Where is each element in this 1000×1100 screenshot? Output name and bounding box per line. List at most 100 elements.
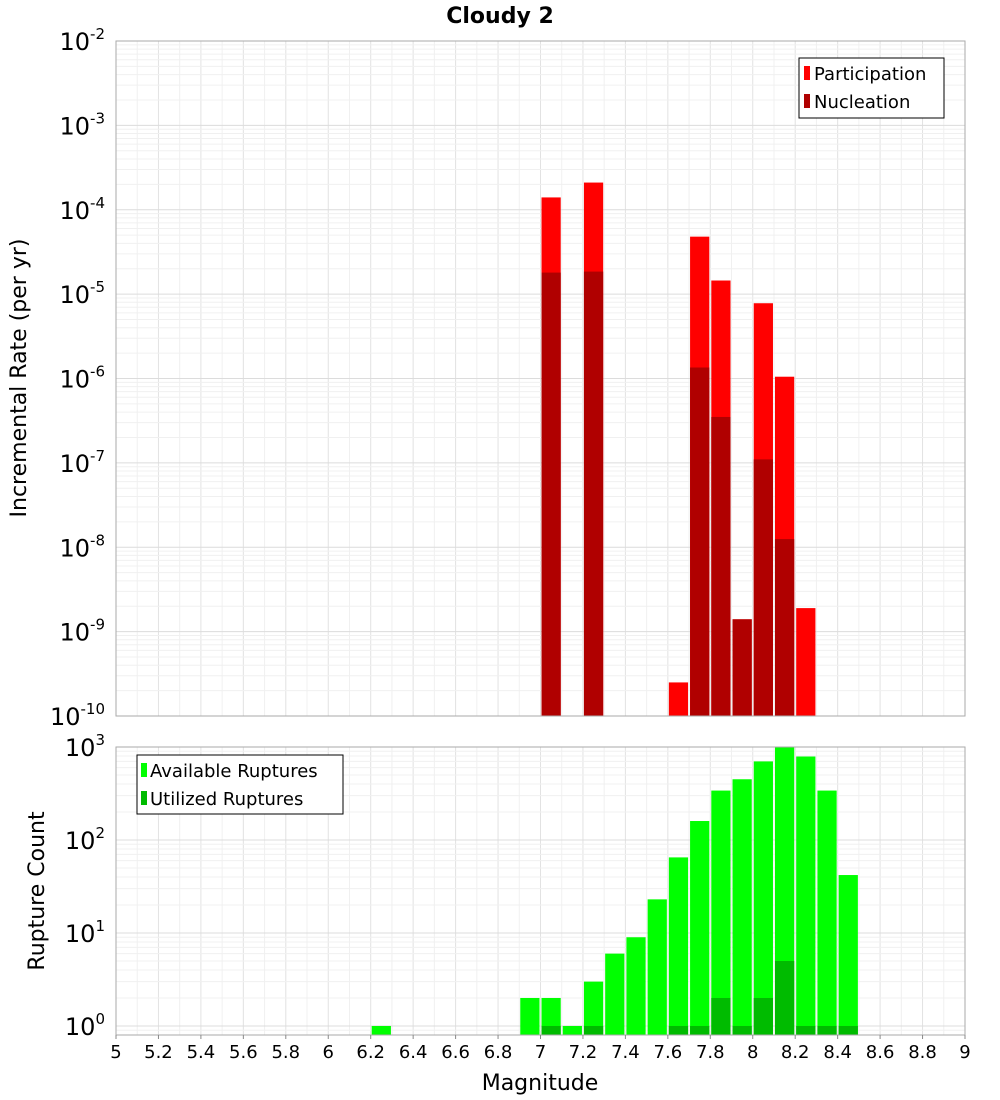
x-tick-label: 6.6 <box>441 1042 470 1063</box>
count-utilized-ruptures-bar <box>583 1025 604 1035</box>
x-tick-label: 9 <box>959 1042 970 1063</box>
x-tick-label: 8.4 <box>823 1042 852 1063</box>
rate-grid <box>115 40 966 717</box>
y-tick-exponent: -9 <box>90 616 105 634</box>
y-tick-base: 10 <box>59 366 90 394</box>
count-available-ruptures-bar <box>371 1025 391 1035</box>
y-tick-exponent: -7 <box>90 447 105 465</box>
x-tick-label: 7.8 <box>696 1042 725 1063</box>
y-tick-exponent: -8 <box>90 531 105 549</box>
available-legend-swatch <box>141 763 147 777</box>
count-utilized-ruptures-bar <box>541 1025 561 1035</box>
rate-nucleation-bar <box>774 539 795 716</box>
y-tick-exponent: 1 <box>95 917 105 935</box>
count-utilized-ruptures-bar <box>711 997 731 1035</box>
y-tick-base: 10 <box>59 281 90 309</box>
rate-nucleation-bar <box>711 416 731 716</box>
x-tick-label: 8 <box>747 1042 758 1063</box>
rate-nucleation-bar <box>753 459 773 716</box>
y-tick-label: 102 <box>65 824 105 855</box>
y-tick-base: 10 <box>59 112 90 140</box>
y-tick-label: 10-4 <box>59 194 105 225</box>
rate-nucleation-bar <box>690 367 710 716</box>
count-available-ruptures-bar <box>817 790 837 1035</box>
y-tick-exponent: 2 <box>95 824 105 842</box>
rate-y-axis-title: Incremental Rate (per yr) <box>7 239 32 518</box>
count-available-ruptures-bar <box>562 1025 582 1035</box>
count-available-ruptures-bar <box>541 997 561 1035</box>
count-available-ruptures-bar <box>732 779 752 1035</box>
count-utilized-ruptures-bar <box>668 1025 689 1035</box>
count-available-ruptures-bar <box>838 875 858 1035</box>
rate-nucleation-bar <box>583 271 604 716</box>
count-legend: Available Ruptures Utilized Ruptures <box>136 754 344 815</box>
y-tick-label: 10-9 <box>59 616 105 647</box>
x-tick-label: 7.4 <box>611 1042 640 1063</box>
nucleation-legend-swatch <box>804 94 810 108</box>
y-tick-base: 10 <box>65 1013 96 1041</box>
x-axis-title: Magnitude <box>482 1071 599 1096</box>
x-tick-label: 6.2 <box>356 1042 385 1063</box>
rate-nucleation-bar <box>732 619 752 716</box>
y-tick-exponent: -6 <box>90 363 105 381</box>
y-tick-exponent: -5 <box>90 278 105 296</box>
rate-panel: 10-210-310-410-510-610-710-810-910-10 In… <box>7 25 966 731</box>
y-tick-base: 10 <box>59 619 90 647</box>
count-bars <box>371 747 858 1035</box>
count-available-ruptures-bar <box>668 857 689 1035</box>
x-tick-label: 7.6 <box>654 1042 683 1063</box>
y-tick-base: 10 <box>65 827 96 855</box>
rate-nucleation-bar <box>541 272 561 716</box>
rate-participation-bar <box>796 608 816 716</box>
count-available-ruptures-bar <box>626 937 646 1035</box>
rate-plot-frame <box>115 40 966 717</box>
count-utilized-ruptures-bar <box>690 1025 710 1035</box>
utilized-legend-swatch <box>141 791 147 805</box>
count-available-ruptures-bar <box>753 761 773 1035</box>
y-tick-base: 10 <box>59 28 90 56</box>
y-tick-exponent: 3 <box>95 731 105 749</box>
y-tick-label: 10-3 <box>59 109 105 140</box>
count-available-ruptures-bar <box>711 790 731 1035</box>
count-utilized-ruptures-bar <box>796 1025 816 1035</box>
x-tick-label: 5.6 <box>229 1042 258 1063</box>
x-tick-label: 8.8 <box>908 1042 937 1063</box>
y-tick-base: 10 <box>59 450 90 478</box>
x-tick-label: 5.2 <box>144 1042 173 1063</box>
count-utilized-ruptures-bar <box>753 997 773 1035</box>
count-available-ruptures-bar <box>605 953 625 1035</box>
participation-legend-swatch <box>804 66 810 80</box>
x-tick-label: 7 <box>535 1042 546 1063</box>
x-tick-label: 8.6 <box>866 1042 895 1063</box>
count-available-ruptures-bar <box>583 981 604 1035</box>
y-tick-label: 101 <box>65 917 105 948</box>
y-tick-base: 10 <box>50 703 81 731</box>
count-available-ruptures-bar <box>520 997 540 1035</box>
nucleation-legend-label: Nucleation <box>814 92 910 113</box>
y-tick-exponent: -3 <box>90 109 105 127</box>
count-available-ruptures-bar <box>796 756 816 1035</box>
count-available-ruptures-bar <box>647 899 667 1035</box>
count-legend-box <box>136 754 344 815</box>
x-tick-label: 7.2 <box>569 1042 598 1063</box>
rate-legend: Participation Nucleation <box>798 57 945 119</box>
count-y-axis-title: Rupture Count <box>25 811 50 971</box>
y-tick-label: 100 <box>65 1010 105 1041</box>
rate-bars <box>541 182 816 717</box>
y-tick-base: 10 <box>59 197 90 225</box>
y-tick-label: 10-2 <box>59 25 105 56</box>
x-tick-label: 6 <box>323 1042 334 1063</box>
y-tick-label: 10-7 <box>59 447 105 478</box>
y-tick-label: 10-5 <box>59 278 105 309</box>
x-tick-label: 6.4 <box>399 1042 428 1063</box>
y-tick-exponent: -10 <box>81 700 106 718</box>
y-tick-exponent: -4 <box>90 194 105 212</box>
y-tick-label: 103 <box>65 731 105 762</box>
x-tick-label: 6.8 <box>484 1042 513 1063</box>
available-legend-label: Available Ruptures <box>150 761 318 782</box>
y-tick-base: 10 <box>59 534 90 562</box>
count-utilized-ruptures-bar <box>774 960 795 1035</box>
y-tick-exponent: -2 <box>90 25 105 43</box>
